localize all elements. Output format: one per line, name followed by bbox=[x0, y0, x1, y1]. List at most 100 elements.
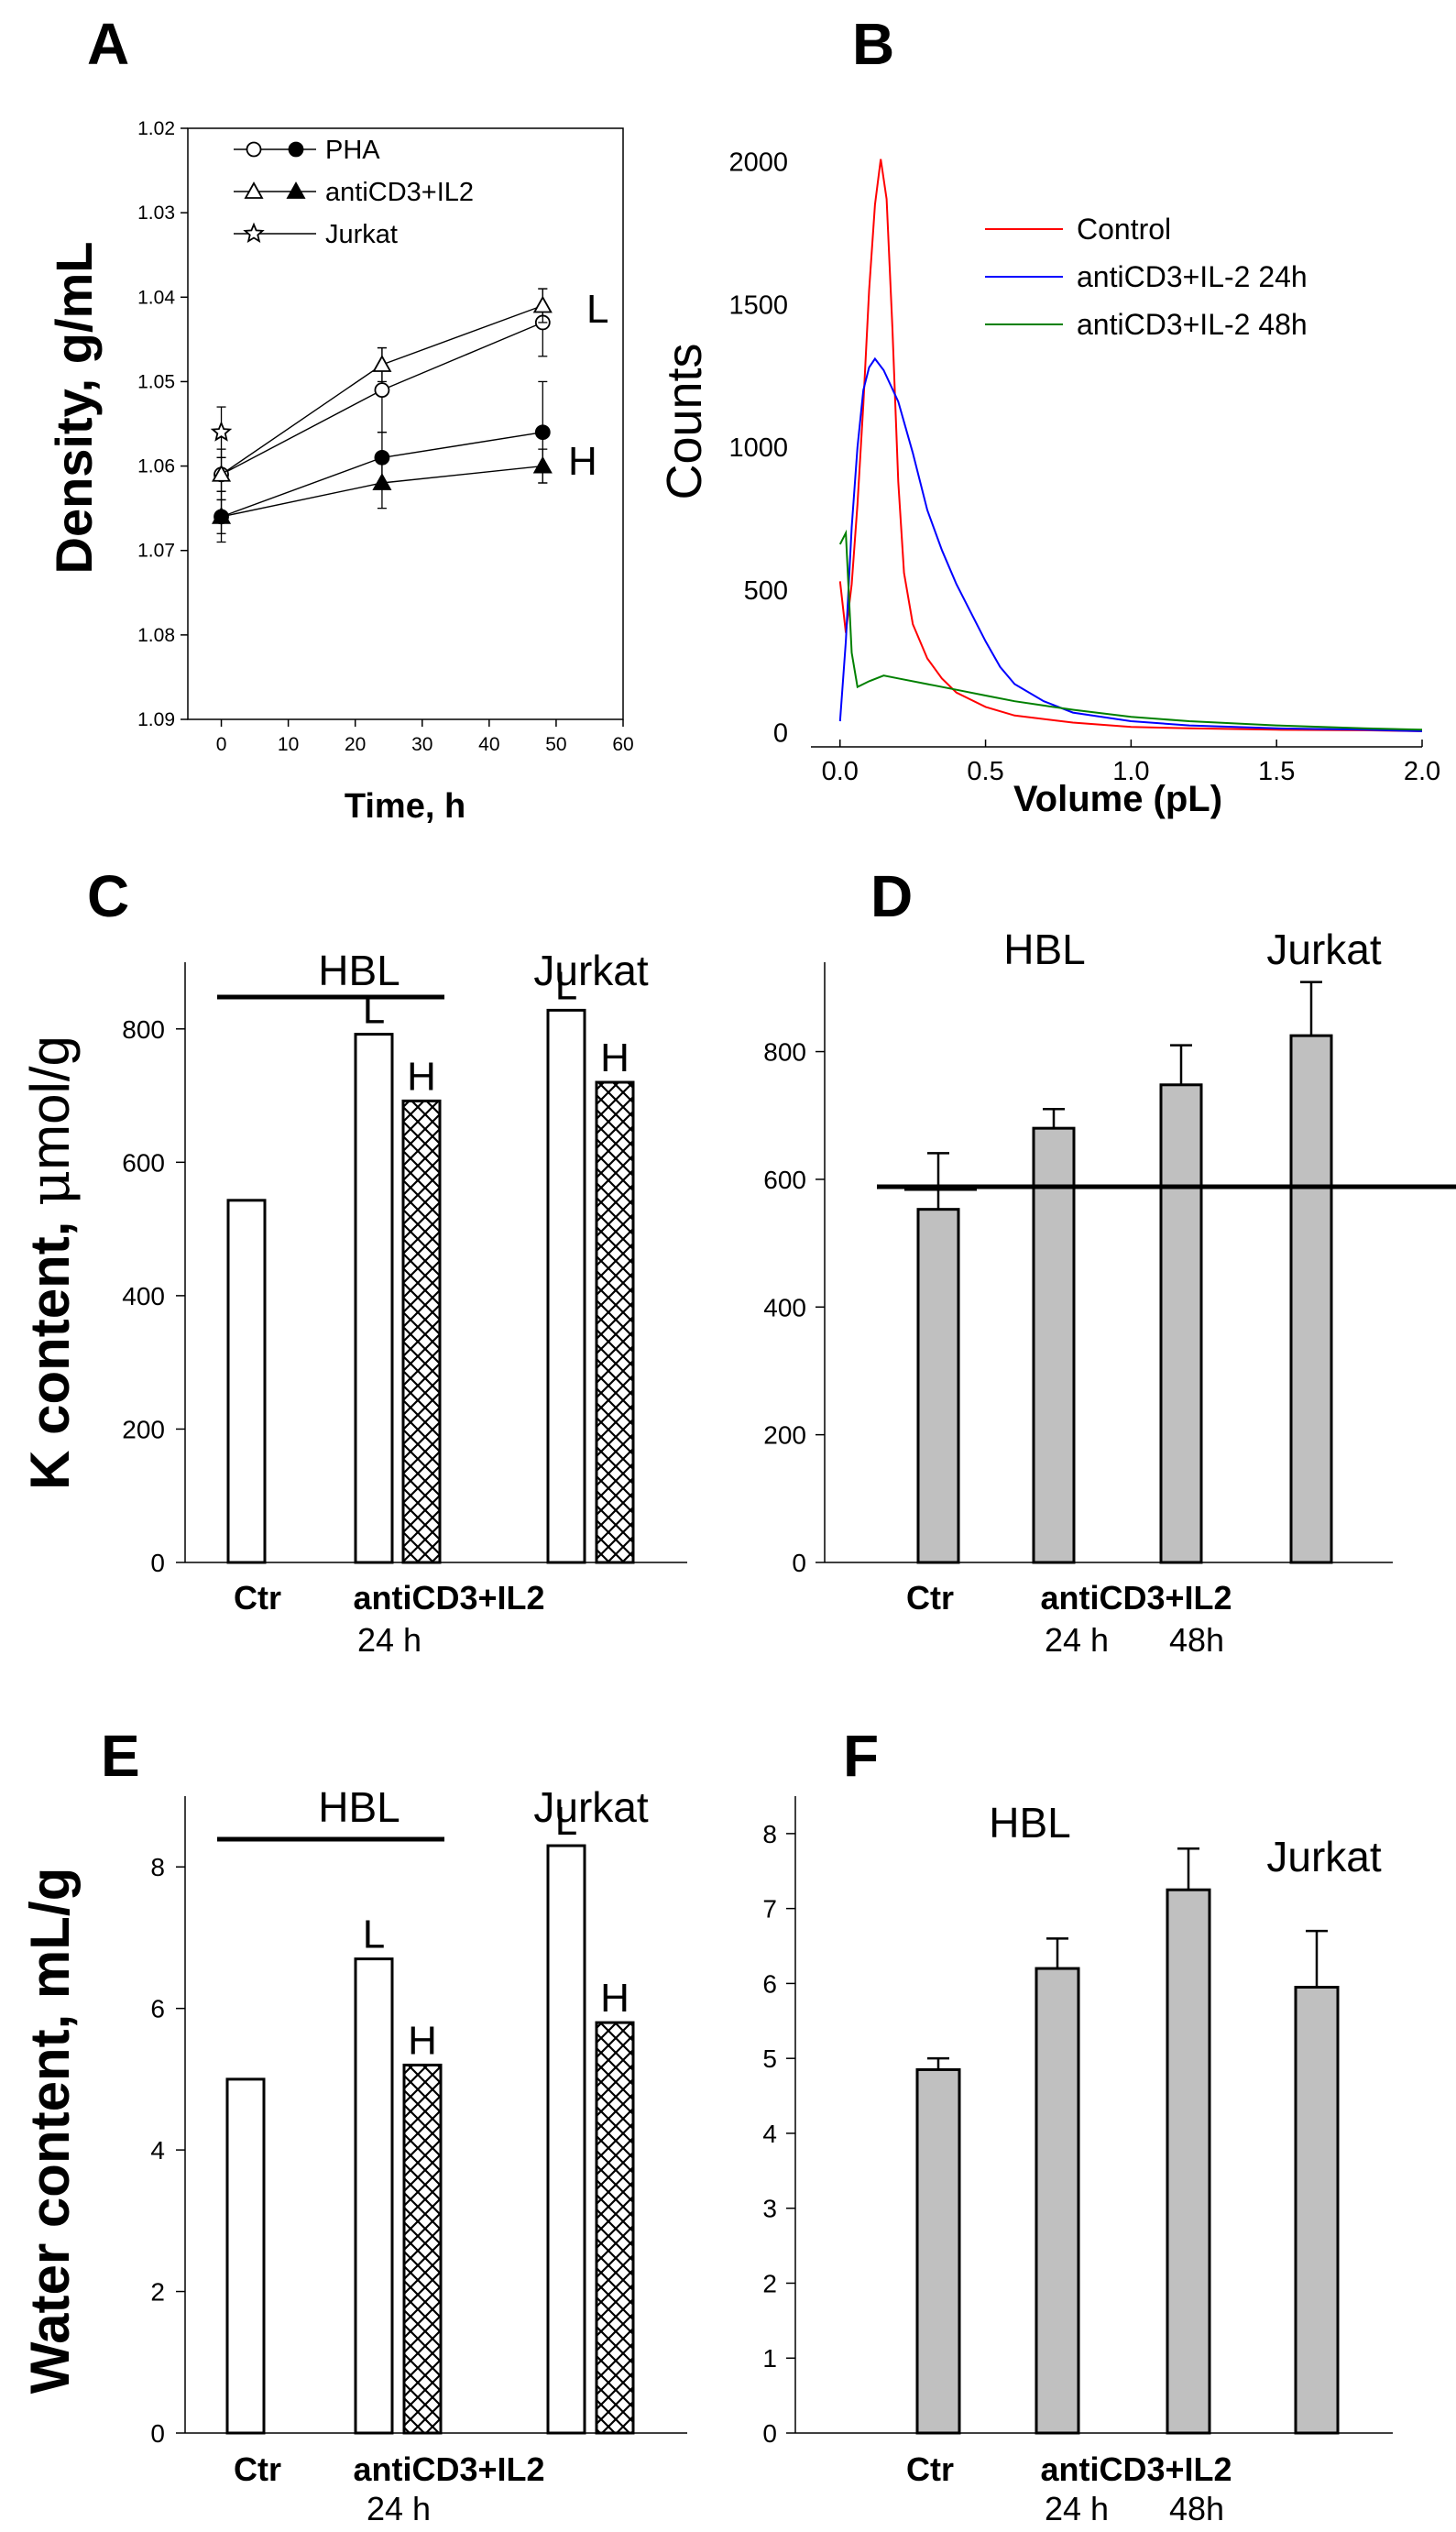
bar-label: H bbox=[600, 1976, 629, 2021]
y-tick-label: 1 bbox=[762, 2344, 777, 2373]
group-label-hbl: HBL bbox=[989, 1799, 1070, 1847]
panel-label-d: D bbox=[870, 863, 913, 929]
y-tick-label: 6 bbox=[762, 1969, 777, 1998]
data-point bbox=[532, 455, 553, 474]
y-tick-label: 200 bbox=[763, 1421, 806, 1450]
y-tick-label: 800 bbox=[763, 1038, 806, 1067]
data-point bbox=[211, 464, 232, 482]
bar bbox=[1159, 1083, 1203, 1564]
y-axis-label: Counts bbox=[657, 343, 712, 499]
y-tick-label: 1500 bbox=[728, 290, 788, 320]
y-tick-label: 1.07 bbox=[137, 541, 175, 562]
bar bbox=[916, 1208, 960, 1564]
y-tick-label: 400 bbox=[122, 1282, 165, 1310]
y-tick-label: 0 bbox=[150, 2419, 165, 2448]
y-tick-label: 1.03 bbox=[137, 203, 175, 224]
data-point bbox=[372, 355, 392, 372]
bar-label: L bbox=[363, 1913, 385, 1957]
legend-label: antiCD3+IL2 bbox=[325, 178, 474, 207]
y-tick-label: 600 bbox=[122, 1148, 165, 1177]
x-tick-label: 1.5 bbox=[1258, 757, 1295, 786]
y-tick-label: 1.02 bbox=[137, 118, 175, 139]
y-tick-label: 0 bbox=[773, 718, 788, 748]
legend-label: Jurkat bbox=[325, 220, 398, 249]
x-tick-label: 30 bbox=[411, 734, 432, 755]
annotation-l: L bbox=[586, 287, 608, 332]
y-tick-label: 2000 bbox=[728, 148, 788, 178]
chart-d-k-content: 0 200 400 600 800 HBL Jurkat Ctr antiCD3+IL2 24 h… bbox=[763, 926, 1393, 1659]
y-tick-label: 0 bbox=[762, 2419, 777, 2448]
series-line bbox=[838, 529, 1423, 731]
y-tick-label: 800 bbox=[122, 1015, 165, 1044]
legend-marker bbox=[246, 141, 262, 158]
bar-label: H bbox=[407, 1054, 436, 1099]
y-tick-label: 1.05 bbox=[137, 371, 175, 392]
group-label-hbl: HBL bbox=[318, 947, 400, 994]
x-tick-label: 60 bbox=[612, 734, 633, 755]
x-label-ctr: Ctr bbox=[234, 1579, 281, 1617]
bar bbox=[546, 1008, 586, 1564]
group-label-jurkat: Jurkat bbox=[1266, 926, 1381, 973]
bar bbox=[595, 2021, 635, 2435]
bar bbox=[1289, 1034, 1333, 1564]
bar bbox=[354, 1033, 394, 1564]
x-tick-label: 20 bbox=[345, 734, 366, 755]
bar bbox=[401, 1099, 442, 1564]
x-label-24h: 24 h bbox=[357, 1621, 421, 1659]
legend-marker bbox=[244, 181, 264, 199]
group-label-hbl: HBL bbox=[318, 1783, 400, 1831]
legend-marker bbox=[286, 181, 306, 199]
legend-label: PHA bbox=[325, 136, 380, 165]
y-tick-label: 1.06 bbox=[137, 456, 175, 477]
y-axis-label: Water content, mL/g bbox=[19, 1868, 81, 2394]
x-tick-label: 0.0 bbox=[822, 757, 859, 786]
legend-label: antiCD3+IL-2 48h bbox=[1077, 308, 1308, 341]
data-point bbox=[211, 507, 232, 524]
y-tick-label: 8 bbox=[762, 1820, 777, 1848]
group-label-jurkat: Jurkat bbox=[533, 1783, 648, 1831]
y-axis-label: K content, μmol/g bbox=[18, 1036, 82, 1490]
data-point bbox=[374, 382, 390, 399]
x-label-anticd3-il2: antiCD3+IL2 bbox=[353, 1579, 544, 1617]
bar bbox=[402, 2063, 443, 2435]
x-label-24h: 24 h bbox=[367, 2490, 431, 2527]
x-label-ctr: Ctr bbox=[906, 2450, 954, 2488]
bar-label: L bbox=[555, 963, 577, 1008]
bar bbox=[226, 1199, 267, 1564]
bar-label: L bbox=[555, 1799, 577, 1844]
x-label-48h: 48h bbox=[1169, 1621, 1224, 1659]
plot-frame bbox=[187, 127, 624, 720]
bar bbox=[225, 2077, 266, 2435]
x-tick-label: 1.0 bbox=[1112, 757, 1149, 786]
bar bbox=[595, 1080, 635, 1564]
bar bbox=[354, 1957, 394, 2435]
y-tick-label: 7 bbox=[762, 1895, 777, 1924]
x-label-24h: 24 h bbox=[1045, 1621, 1109, 1659]
x-label-ctr: Ctr bbox=[906, 1579, 954, 1617]
y-tick-label: 1.09 bbox=[137, 709, 175, 730]
x-label-anticd3-il2: antiCD3+IL2 bbox=[353, 2450, 544, 2488]
legend-marker bbox=[288, 141, 304, 158]
x-axis-label: Volume (pL) bbox=[1013, 779, 1222, 819]
series-line bbox=[838, 356, 1423, 732]
y-tick-label: 1000 bbox=[728, 433, 788, 463]
panel-label-f: F bbox=[843, 1723, 879, 1789]
y-tick-label: 1.08 bbox=[137, 625, 175, 646]
chart-b-volume-histogram: 0 500 1000 1500 2000 0.0 0.5 1.0 1.5 2.0 Volume (p… bbox=[657, 148, 1440, 819]
y-axis-label: Density, g/mL bbox=[45, 241, 103, 574]
y-tick-label: 4 bbox=[150, 2136, 165, 2165]
y-tick-label: 0 bbox=[150, 1549, 165, 1577]
x-label-ctr: Ctr bbox=[234, 2450, 281, 2488]
panel-label-a: A bbox=[87, 11, 129, 77]
y-tick-label: 3 bbox=[762, 2195, 777, 2223]
bar bbox=[1035, 1967, 1080, 2435]
annotation-h: H bbox=[568, 439, 597, 484]
y-tick-label: 8 bbox=[150, 1853, 165, 1881]
group-label-jurkat: Jurkat bbox=[533, 947, 648, 994]
legend-label: Control bbox=[1077, 213, 1171, 246]
bar bbox=[915, 2067, 961, 2435]
